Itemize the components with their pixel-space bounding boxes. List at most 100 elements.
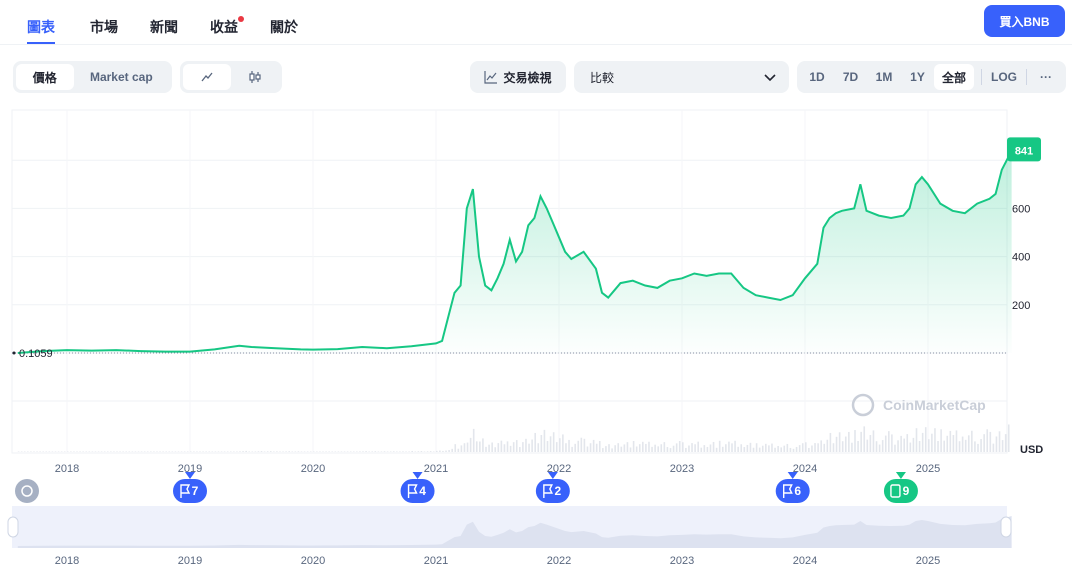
volume-bar bbox=[217, 451, 220, 452]
volume-bar bbox=[479, 441, 481, 452]
coinmarketcap-logo-icon bbox=[851, 393, 875, 417]
volume-bar bbox=[392, 451, 395, 452]
volume-bar bbox=[183, 451, 186, 452]
volume-bar bbox=[697, 441, 699, 452]
volume-bar bbox=[555, 442, 558, 452]
navigator-x-tick-label: 2022 bbox=[547, 555, 571, 567]
volume-bar bbox=[866, 439, 869, 452]
volume-bar bbox=[977, 443, 979, 452]
volume-bar bbox=[626, 442, 629, 452]
volume-bar bbox=[162, 451, 164, 452]
market-cap-toggle[interactable]: Market cap bbox=[89, 70, 153, 84]
more-options-button[interactable]: ··· bbox=[1040, 70, 1052, 84]
volume-bar bbox=[402, 451, 404, 452]
volume-bar bbox=[113, 451, 115, 452]
price-toggle[interactable]: 價格 bbox=[16, 64, 74, 90]
volume-bar bbox=[546, 441, 549, 452]
volume-bar bbox=[552, 432, 555, 452]
tab-news[interactable]: 新聞 bbox=[150, 17, 178, 44]
volume-bar bbox=[396, 451, 398, 452]
tab-about[interactable]: 關於 bbox=[270, 17, 298, 44]
volume-bar bbox=[638, 444, 641, 452]
volume-bar bbox=[620, 446, 623, 452]
price-area bbox=[17, 150, 1012, 353]
navigator-x-tick-label: 2021 bbox=[424, 555, 448, 567]
volume-bar bbox=[586, 446, 589, 452]
volume-bar bbox=[140, 451, 143, 452]
volume-bar bbox=[380, 451, 383, 452]
range-1d[interactable]: 1D bbox=[809, 70, 825, 84]
volume-bar bbox=[359, 451, 361, 452]
volume-bar bbox=[872, 430, 875, 452]
candlestick-icon bbox=[249, 71, 261, 83]
volume-bar bbox=[771, 443, 773, 452]
volume-bar bbox=[116, 451, 118, 452]
volume-bar bbox=[193, 451, 195, 452]
line-chart-button[interactable] bbox=[183, 64, 231, 90]
volume-bar bbox=[143, 451, 146, 452]
range-all[interactable]: 全部 bbox=[934, 64, 974, 90]
event-count: 9 bbox=[903, 484, 910, 498]
price-chart-svg[interactable]: 200 400 600 USD 841 0.1059 CoinMarketCap 2018 2… bbox=[0, 100, 1072, 577]
volume-bar bbox=[125, 451, 128, 452]
volume-bar bbox=[642, 441, 644, 452]
volume-bar bbox=[795, 446, 798, 452]
volume-bar bbox=[309, 451, 312, 452]
volume-bar bbox=[460, 445, 463, 452]
volume-bar bbox=[592, 439, 595, 452]
buy-bnb-button[interactable]: 買入BNB bbox=[984, 5, 1065, 37]
metric-toggle: 價格 Market cap bbox=[13, 61, 172, 93]
volume-bar bbox=[805, 442, 807, 452]
volume-bar bbox=[645, 443, 647, 452]
compare-select[interactable]: 比較 bbox=[574, 61, 789, 93]
volume-bar bbox=[835, 436, 838, 452]
volume-bar bbox=[174, 451, 177, 452]
volume-bar bbox=[168, 451, 171, 452]
log-scale-toggle[interactable]: LOG bbox=[991, 70, 1017, 84]
tab-markets[interactable]: 市場 bbox=[90, 17, 118, 44]
volume-bar bbox=[346, 451, 349, 452]
volume-bar bbox=[251, 451, 254, 452]
volume-bar bbox=[282, 451, 284, 452]
volume-bar bbox=[269, 451, 272, 452]
volume-bar bbox=[571, 446, 573, 452]
volume-bar bbox=[48, 451, 51, 452]
volume-bar bbox=[248, 451, 251, 452]
volume-bar bbox=[399, 451, 401, 452]
volume-bar bbox=[159, 451, 161, 452]
volume-bar bbox=[903, 438, 905, 452]
flag-icon bbox=[783, 484, 793, 498]
candlestick-button[interactable] bbox=[231, 64, 279, 90]
volume-bar bbox=[229, 451, 232, 452]
tab-chart[interactable]: 圖表 bbox=[27, 17, 55, 44]
volume-bar bbox=[39, 451, 41, 452]
range-1y[interactable]: 1Y bbox=[910, 70, 925, 84]
navigator-x-tick-label: 2020 bbox=[301, 555, 325, 567]
price-chart[interactable]: 200 400 600 USD 841 0.1059 CoinMarketCap 2018 2… bbox=[0, 100, 1072, 577]
tab-news-label: 新聞 bbox=[150, 19, 178, 35]
volume-bar bbox=[260, 451, 263, 452]
volume-bar bbox=[765, 443, 767, 452]
volume-bar bbox=[829, 432, 832, 452]
volume-bar bbox=[494, 447, 497, 452]
navigator-left-handle bbox=[7, 516, 19, 538]
volume-bar bbox=[703, 445, 706, 452]
tab-earn[interactable]: 收益 bbox=[210, 16, 244, 44]
volume-bar bbox=[715, 447, 718, 452]
tab-about-label: 關於 bbox=[270, 19, 298, 35]
range-toggle: 1D 7D 1M 1Y 全部 LOG ··· bbox=[797, 61, 1066, 93]
volume-bar bbox=[577, 440, 580, 452]
volume-bar bbox=[589, 443, 592, 452]
range-1m[interactable]: 1M bbox=[875, 70, 893, 84]
volume-bar bbox=[860, 431, 862, 452]
range-7d[interactable]: 7D bbox=[842, 70, 859, 84]
volume-bar bbox=[334, 451, 337, 452]
trading-view-button[interactable]: 交易檢視 bbox=[470, 61, 566, 93]
volume-bar bbox=[964, 439, 967, 452]
volume-bar bbox=[952, 435, 955, 452]
volume-bar bbox=[971, 430, 973, 452]
volume-bar bbox=[73, 451, 75, 452]
volume-bar bbox=[91, 451, 94, 452]
volume-bar bbox=[457, 448, 460, 452]
volume-bar bbox=[497, 443, 500, 452]
